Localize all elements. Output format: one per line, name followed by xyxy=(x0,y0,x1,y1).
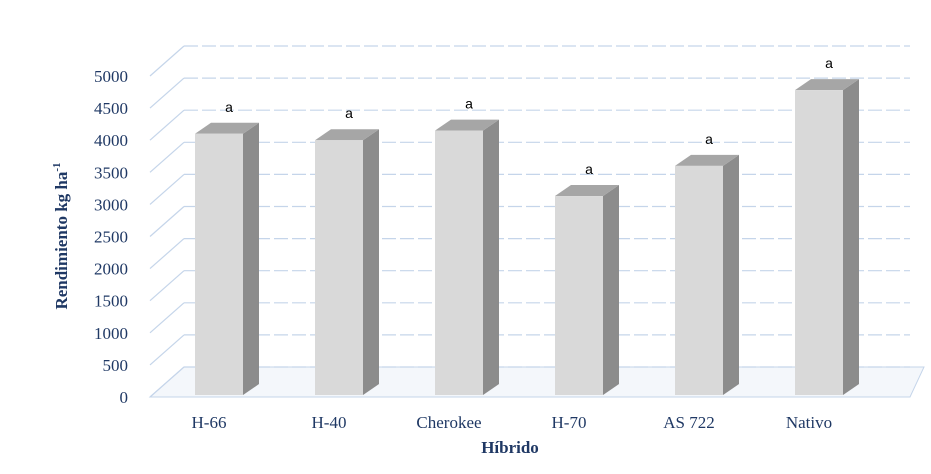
bar-side xyxy=(723,154,739,395)
y-tick-label: 2000 xyxy=(94,260,128,279)
bar-side xyxy=(363,129,379,395)
bar xyxy=(795,90,843,396)
y-axis-title-superscript: -1 xyxy=(51,162,63,171)
bar xyxy=(315,140,363,395)
bar-side xyxy=(243,122,259,395)
y-tick-label: 2500 xyxy=(94,228,128,247)
bar-side xyxy=(843,79,859,396)
x-tick-label: H-66 xyxy=(192,413,227,432)
x-tick-label: H-70 xyxy=(552,413,587,432)
bar-group xyxy=(195,122,259,395)
grid-line-depth xyxy=(149,173,185,205)
bar-group xyxy=(435,119,499,395)
y-tick-label: 0 xyxy=(120,388,129,407)
x-axis-title: Híbrido xyxy=(481,438,539,457)
grid-line-depth xyxy=(149,334,185,366)
y-tick-label: 3500 xyxy=(94,163,128,182)
bar-group xyxy=(315,129,379,395)
y-tick-label: 1500 xyxy=(94,292,128,311)
grid-line-depth xyxy=(149,45,185,77)
significance-label: a xyxy=(585,161,593,177)
significance-label: a xyxy=(225,99,233,115)
bar-top xyxy=(795,79,859,91)
bar-top xyxy=(555,185,619,197)
y-tick-label: 500 xyxy=(103,356,129,375)
significance-label: a xyxy=(345,105,353,121)
x-tick-label: H-40 xyxy=(312,413,347,432)
x-tick-label: AS 722 xyxy=(663,413,714,432)
y-tick-label: 3000 xyxy=(94,195,128,214)
y-axis-title: Rendimiento kg ha-1 xyxy=(51,162,71,309)
bar xyxy=(555,196,603,395)
axis-titles: Híbrido Rendimiento kg ha-1 xyxy=(51,162,539,457)
grid-line-depth xyxy=(149,77,185,109)
grid-line-depth xyxy=(149,366,185,398)
x-tick-label: Nativo xyxy=(786,413,832,432)
bar-side xyxy=(483,119,499,395)
grid-lines xyxy=(149,45,910,398)
y-axis-title-main: Rendimiento kg ha xyxy=(52,171,71,309)
grid-line-depth xyxy=(149,270,185,302)
y-tick-label: 1000 xyxy=(94,324,128,343)
grid-line-depth xyxy=(149,238,185,270)
bar xyxy=(435,130,483,395)
bar-top xyxy=(675,154,739,166)
bar-top xyxy=(315,129,379,141)
grid-line-depth xyxy=(149,141,185,173)
bar-side xyxy=(603,185,619,395)
grid-line-depth xyxy=(149,302,185,334)
x-tick-label: Cherokee xyxy=(416,413,481,432)
significance-label: a xyxy=(705,131,713,147)
bar xyxy=(675,165,723,395)
significance-label: a xyxy=(825,55,833,71)
bar xyxy=(195,133,243,395)
y-tick-label: 4000 xyxy=(94,131,128,150)
bar-group xyxy=(795,79,859,396)
y-tick-label: 5000 xyxy=(94,67,128,86)
bars xyxy=(195,79,859,396)
x-axis-labels: H-66 H-40 Cherokee H-70 AS 722 Nativo xyxy=(192,413,833,432)
significance-labels: a a a a a a xyxy=(225,55,833,177)
bar-group xyxy=(555,185,619,395)
grid-line-depth xyxy=(149,206,185,237)
significance-label: a xyxy=(465,96,473,112)
bar-top xyxy=(435,119,499,131)
bar-top xyxy=(195,122,259,134)
bar-group xyxy=(675,154,739,395)
y-axis-ticks: 0 500 1000 1500 2000 2500 3000 3500 4000 4500 5000 xyxy=(94,67,128,407)
y-tick-label: 4500 xyxy=(94,99,128,118)
grid-line-depth xyxy=(149,109,185,141)
